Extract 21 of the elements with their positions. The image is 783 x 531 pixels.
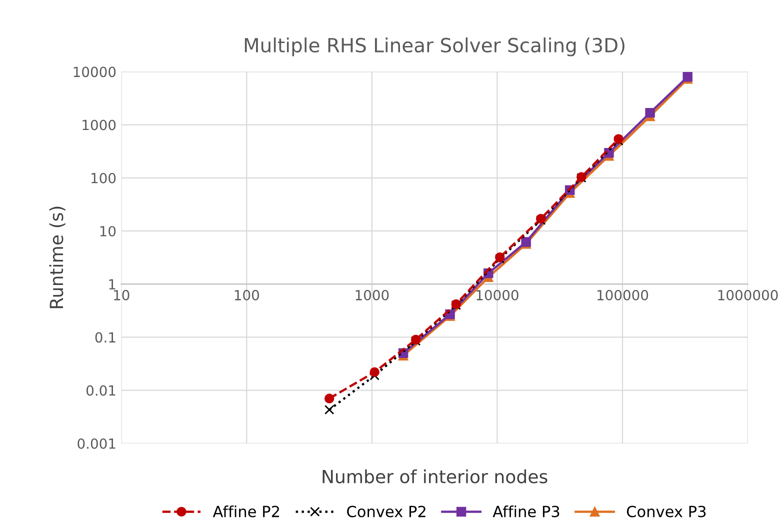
x-tick-label: 100: [234, 290, 259, 300]
y-tick-label: 10: [100, 226, 116, 236]
y-tick-label: 1000: [82, 120, 116, 130]
y-tick-label: 0.01: [86, 385, 116, 396]
chart-title: Multiple RHS Linear Solver Scaling (3D): [244, 37, 624, 56]
y-tick-label: 100: [92, 172, 116, 184]
x-tick-label: 1000000: [718, 290, 778, 300]
x-tick-label: 10000: [476, 290, 518, 300]
x-tick-label: 10: [114, 290, 130, 300]
legend-label: Affine P2: [212, 505, 279, 518]
x-tick-label: 1000: [356, 290, 389, 300]
legend-label: Convex P3: [626, 506, 706, 518]
legend-label: Convex P2: [347, 506, 426, 518]
legend-label: Affine P3: [492, 505, 560, 518]
y-tick-label: 10000: [74, 66, 116, 78]
y-tick-label: 0.001: [78, 438, 116, 449]
x-axis-title: Number of interior nodes: [322, 469, 548, 484]
x-tick-label: 100000: [598, 290, 648, 300]
y-tick-label: 1: [109, 279, 116, 290]
y-tick-label: 0.1: [95, 332, 116, 343]
y-axis-title: Runtime (s): [49, 206, 66, 308]
